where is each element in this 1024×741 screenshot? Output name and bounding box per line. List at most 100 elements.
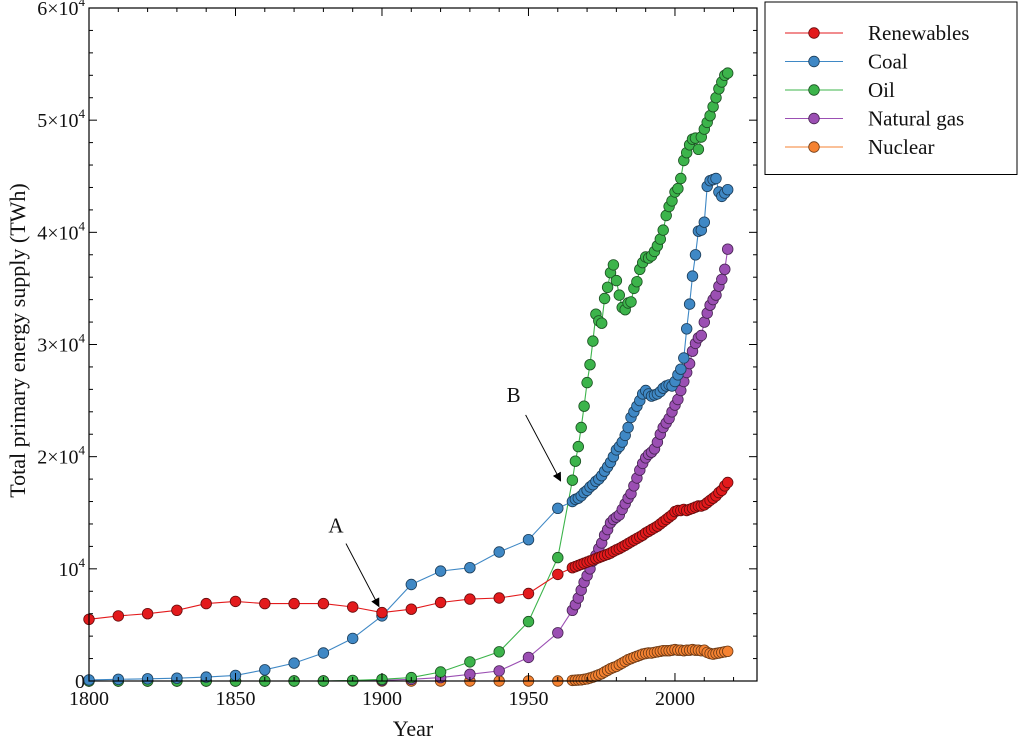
data-point [625,296,637,308]
data-point [200,597,212,610]
data-point [347,601,359,613]
data-point [522,615,535,628]
data-point [171,604,183,617]
data-point [698,216,711,228]
data-point [405,578,418,591]
y-tick-label: 2×104 [37,443,85,469]
x-tick-label: 1900 [362,688,402,710]
y-tick-label: 104 [59,555,86,581]
data-point [552,627,564,639]
data-point [710,172,722,185]
legend: Renewables Coal Oil Natural gas Nuclear [764,1,1018,175]
data-point [689,249,702,261]
legend-item: Coal [785,50,908,74]
data-point [613,289,626,301]
data-point [552,502,564,515]
data-point [434,565,447,577]
annotations: AB [328,383,562,608]
x-tick-label: 1800 [69,688,109,710]
legend-item: Renewables [785,21,969,45]
plot-frame [88,7,758,682]
legend-box [764,1,1018,175]
data-point [522,587,535,600]
annotation-label: B [507,383,521,407]
data-point [722,243,734,255]
data-point [578,400,590,412]
data-point [657,224,669,236]
data-point [522,534,535,546]
annotation-arrow [345,543,380,608]
data-point [569,455,582,467]
data-point [229,595,242,608]
legend-marker [808,55,820,68]
legend-item: Nuclear [785,135,934,159]
data-point [259,664,271,676]
series-renewables [83,476,734,626]
legend-item: Natural gas [785,107,964,131]
series-coal [83,172,734,686]
legend-item: Oil [785,78,895,102]
legend-marker [808,27,820,39]
plot-area [83,67,734,687]
data-point [681,323,693,335]
series-line [89,249,729,682]
data-point [347,632,359,645]
data-point [695,329,708,342]
data-point [317,647,330,659]
data-point [683,298,696,310]
data-point [572,440,585,453]
data-point [678,352,690,364]
data-point [581,376,593,389]
data-point [610,274,623,287]
y-tick-label: 3×104 [37,331,85,357]
data-point [601,281,614,294]
legend-label: Natural gas [868,107,964,131]
data-point [434,596,447,609]
data-point [672,182,684,195]
data-point [575,421,587,434]
data-point [552,568,564,581]
data-point [596,317,608,329]
data-point [405,603,418,615]
x-tick-label: 2000 [655,688,695,710]
x-tick-label: 1950 [508,688,548,710]
data-point [587,335,599,347]
data-point [317,597,330,610]
legend-label: Coal [868,50,908,74]
legend-label: Renewables [868,21,969,45]
data-point [522,651,535,664]
data-point [464,593,476,605]
x-axis-title: Year [393,716,434,741]
data-point [722,645,734,658]
annotation-label: A [328,514,344,538]
axes: 1800 1850 1900 1950 2000 0 104 2×104 3×104 4×104 5… [5,0,758,741]
legend-marker [808,112,820,125]
data-point [584,359,596,371]
data-point [631,276,643,288]
series-line [88,482,729,620]
data-point [686,270,699,282]
data-point [722,476,734,489]
data-point [493,665,505,677]
data-point [112,610,125,622]
y-tick-label: 5×104 [37,106,85,132]
y-axis-title: Total primary energy supply (TWh) [5,183,30,498]
data-point [722,183,734,196]
data-point [607,259,620,271]
data-point [675,363,687,375]
data-point [493,592,505,604]
series-natural-gas [83,243,734,687]
data-point [464,562,476,574]
x-tick-label: 1850 [215,688,255,710]
y-tick-label: 6×104 [37,0,85,20]
legend-marker [808,141,820,153]
data-point [493,546,505,558]
data-point [692,143,705,156]
data-point [493,646,505,658]
data-point [719,263,731,276]
data-point [716,273,728,286]
data-point [722,67,734,79]
legend-label: Oil [868,78,895,102]
data-point [141,608,154,620]
data-point [288,657,300,669]
